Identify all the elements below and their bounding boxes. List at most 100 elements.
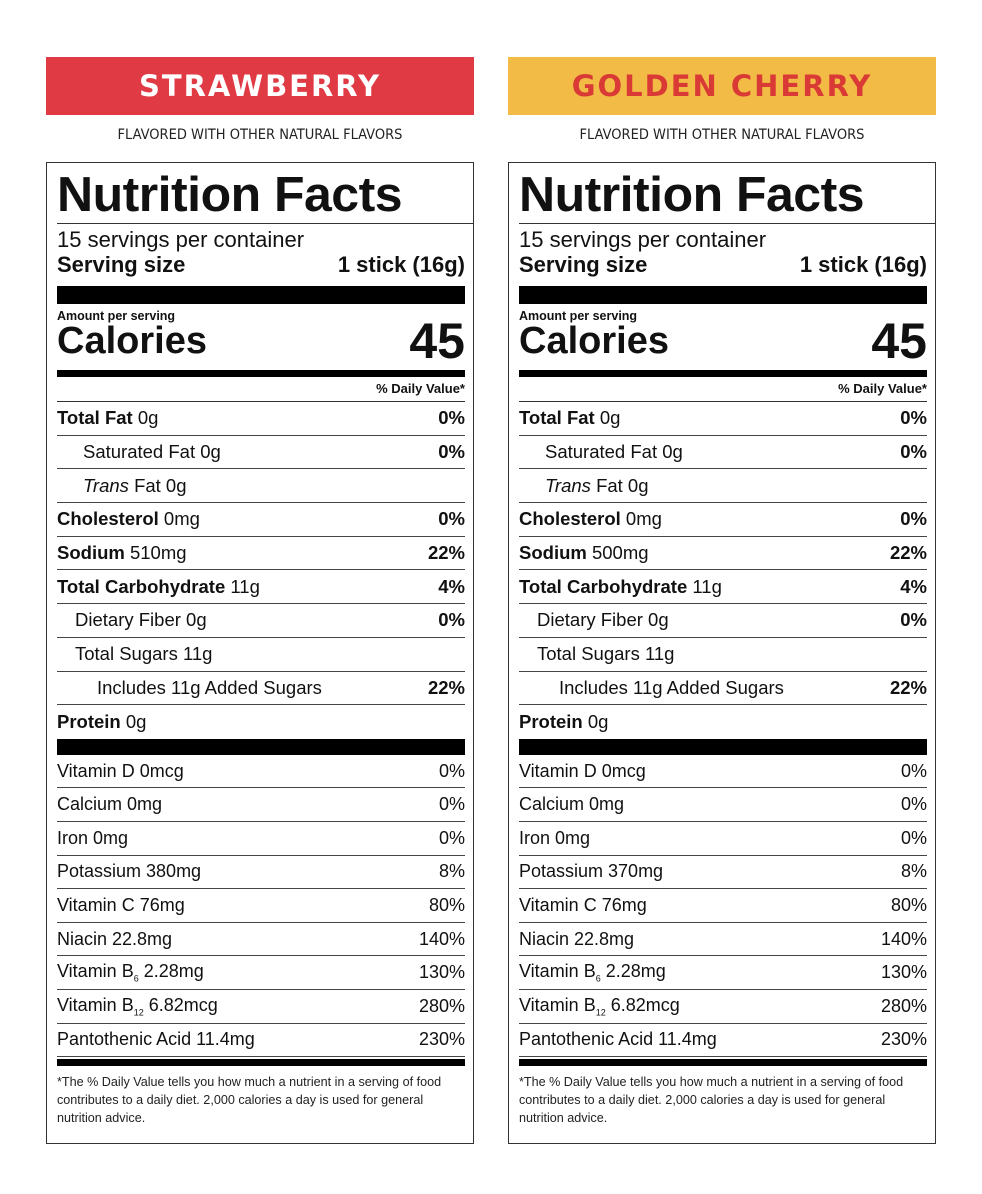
vitamin-label: Pantothenic Acid 11.4mg bbox=[57, 1029, 255, 1050]
vitamin-d-row: Vitamin D 0mcg 0% bbox=[519, 755, 927, 789]
nutrient-amount: 0g bbox=[137, 407, 159, 429]
servings-per-container: 15 servings per container bbox=[519, 227, 767, 252]
vitamin-c-row: Vitamin C 76mg 80% bbox=[519, 889, 927, 923]
serving-size-row: Serving size 1 stick (16g) bbox=[57, 252, 465, 278]
calories-label: Calories bbox=[57, 320, 207, 362]
serving-size-value: 1 stick (16g) bbox=[799, 252, 927, 277]
trans-fat-row: Trans Fat 0g bbox=[519, 469, 927, 504]
vitamin-dv: 140% bbox=[880, 928, 927, 949]
vitamin-dv: 8% bbox=[438, 861, 465, 882]
vitamin-dv: 0% bbox=[438, 827, 465, 848]
daily-value: 0% bbox=[900, 508, 927, 530]
daily-value: 0% bbox=[900, 441, 927, 463]
daily-value: 4% bbox=[900, 575, 927, 597]
nutrition-facts-title: Nutrition Facts bbox=[519, 167, 936, 224]
flavor-subtitle: FLAVORED WITH OTHER NATURAL FLAVORS bbox=[117, 127, 403, 143]
nutrient-name: Includes 11g Added Sugars bbox=[97, 676, 322, 698]
vitamin-label: Iron 0mg bbox=[519, 827, 591, 848]
vitamin-label: Vitamin C 76mg bbox=[519, 895, 647, 916]
golden-cherry-panel: GOLDEN CHERRY FLAVORED WITH OTHER NATURA… bbox=[508, 57, 936, 1144]
nutrient-name: Sodium bbox=[57, 542, 125, 564]
nutrition-facts-label: Nutrition Facts 15 servings per containe… bbox=[46, 162, 474, 1144]
nutrient-amount: 11g bbox=[692, 575, 722, 597]
total-carbohydrate-row: Total Carbohydrate 11g 4% bbox=[57, 570, 465, 605]
nutrient-name: Total Sugars 11g bbox=[75, 643, 213, 665]
vitamin-b12-row: Vitamin B12 6.82mcg 280% bbox=[57, 990, 465, 1024]
calories-row: Calories 45 bbox=[57, 316, 465, 366]
vitamin-label: Vitamin B bbox=[519, 995, 596, 1016]
dietary-fiber-row: Dietary Fiber 0g 0% bbox=[57, 604, 465, 638]
strawberry-panel: STRAWBERRY FLAVORED WITH OTHER NATURAL F… bbox=[46, 57, 474, 1144]
vitamin-amount: 2.28mg bbox=[605, 961, 666, 982]
serving-size-label: Serving size bbox=[519, 252, 648, 277]
total-sugars-row: Total Sugars 11g bbox=[519, 638, 927, 672]
vitamin-label: Potassium 370mg bbox=[519, 861, 664, 882]
vitamin-amount: 6.82mcg bbox=[148, 995, 218, 1016]
daily-value: 22% bbox=[427, 542, 465, 564]
potassium-row: Potassium 380mg 8% bbox=[57, 856, 465, 890]
calories-label: Calories bbox=[519, 320, 669, 362]
vitamin-c-row: Vitamin C 76mg 80% bbox=[57, 889, 465, 923]
added-sugars-row: Includes 11g Added Sugars 22% bbox=[57, 672, 465, 706]
daily-value: 0% bbox=[438, 609, 465, 631]
vitamin-label: Iron 0mg bbox=[57, 827, 129, 848]
daily-value: 0% bbox=[900, 407, 927, 429]
vitamin-d-row: Vitamin D 0mcg 0% bbox=[57, 755, 465, 789]
vitamin-dv: 0% bbox=[900, 760, 927, 781]
medium-divider bbox=[519, 370, 927, 377]
nutrient-amount: 11g bbox=[230, 575, 260, 597]
nutrient-name: Total Fat bbox=[57, 407, 133, 429]
vitamin-label: Vitamin C 76mg bbox=[57, 895, 185, 916]
amount-per-serving: Amount per serving bbox=[57, 309, 176, 323]
sodium-row: Sodium 510mg 22% bbox=[57, 537, 465, 571]
nutrient-name: Dietary Fiber 0g bbox=[537, 609, 669, 631]
medium-divider bbox=[57, 1059, 465, 1067]
vitamin-dv: 230% bbox=[880, 1029, 927, 1050]
daily-value: 0% bbox=[438, 508, 465, 530]
nutrient-name: Sodium bbox=[519, 542, 587, 564]
vitamin-label: Niacin 22.8mg bbox=[57, 928, 173, 949]
protein-row: Protein 0g bbox=[57, 705, 465, 739]
nutrient-name: Fat 0g bbox=[134, 474, 187, 496]
flavor-banner: GOLDEN CHERRY bbox=[508, 57, 936, 115]
vitamin-dv: 130% bbox=[418, 962, 465, 983]
daily-value: 22% bbox=[427, 676, 465, 698]
niacin-row: Niacin 22.8mg 140% bbox=[519, 923, 927, 957]
iron-row: Iron 0mg 0% bbox=[57, 822, 465, 856]
amount-per-serving: Amount per serving bbox=[519, 309, 638, 323]
vitamin-label: Niacin 22.8mg bbox=[519, 928, 635, 949]
thick-divider bbox=[57, 286, 465, 304]
vitamin-dv: 80% bbox=[890, 895, 927, 916]
nutrition-facts-label: Nutrition Facts 15 servings per containe… bbox=[508, 162, 936, 1144]
vitamin-b6-row: Vitamin B6 2.28mg 130% bbox=[519, 956, 927, 991]
saturated-fat-row: Saturated Fat 0g 0% bbox=[519, 436, 927, 470]
cholesterol-row: Cholesterol 0mg 0% bbox=[519, 503, 927, 537]
nutrient-amount: 510mg bbox=[129, 542, 187, 564]
vitamin-label: Vitamin B bbox=[519, 961, 596, 982]
medium-divider bbox=[57, 370, 465, 377]
nutrient-amount: 0mg bbox=[625, 508, 662, 530]
dietary-fiber-row: Dietary Fiber 0g 0% bbox=[519, 604, 927, 638]
nutrient-name: Protein bbox=[519, 711, 583, 733]
daily-value: 22% bbox=[889, 542, 927, 564]
nutrient-name: Dietary Fiber 0g bbox=[75, 609, 207, 631]
calories-value: 45 bbox=[409, 313, 465, 369]
iron-row: Iron 0mg 0% bbox=[519, 822, 927, 856]
nutrient-name: Total Sugars 11g bbox=[537, 643, 675, 665]
vitamin-dv: 230% bbox=[418, 1029, 465, 1050]
vitamin-label: Vitamin B bbox=[57, 961, 134, 982]
trans-word: Trans bbox=[83, 474, 129, 496]
nutrient-name: Saturated Fat 0g bbox=[545, 441, 683, 463]
flavor-banner: STRAWBERRY bbox=[46, 57, 474, 115]
vitamin-label: Calcium 0mg bbox=[57, 794, 163, 815]
nutrient-name: Total Fat bbox=[519, 407, 595, 429]
vitamin-subscript: 12 bbox=[133, 1007, 144, 1018]
cholesterol-row: Cholesterol 0mg 0% bbox=[57, 503, 465, 537]
vitamin-subscript: 6 bbox=[595, 974, 601, 985]
vitamin-dv: 0% bbox=[438, 794, 465, 815]
daily-value-header: % Daily Value* bbox=[519, 377, 927, 402]
vitamin-dv: 280% bbox=[418, 995, 465, 1016]
sodium-row: Sodium 500mg 22% bbox=[519, 537, 927, 571]
niacin-row: Niacin 22.8mg 140% bbox=[57, 923, 465, 957]
total-fat-row: Total Fat 0g 0% bbox=[57, 402, 465, 436]
